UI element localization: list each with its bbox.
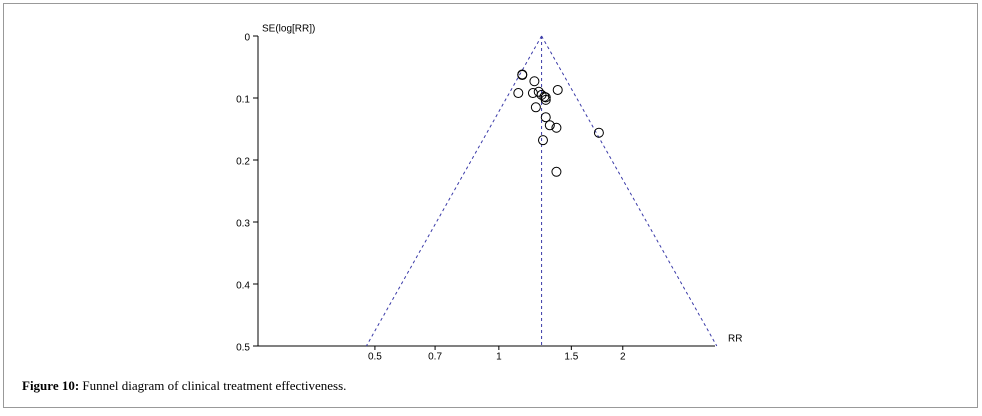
study-point [540, 92, 551, 103]
y-tick-label: 0 [244, 33, 250, 44]
x-tick-label: 1.5 [564, 352, 578, 363]
study-point [527, 88, 538, 99]
frame [3, 3, 978, 408]
study-point [551, 166, 562, 177]
study-point [530, 102, 541, 113]
y-tick-label: 0.3 [236, 219, 250, 230]
study-point [544, 120, 555, 131]
y-axis-label: SE(log[RR]) [262, 24, 315, 35]
study-point [533, 86, 544, 97]
y-tick-label: 0.1 [236, 95, 250, 106]
caption-label: Figure 10: [22, 378, 79, 393]
x-tick-label: 1 [496, 352, 502, 363]
x-tick-label: 2 [620, 352, 626, 363]
funnel-right [541, 35, 718, 347]
x-tick-label: 0.5 [368, 352, 382, 363]
study-point [540, 112, 551, 123]
study-point [552, 84, 563, 95]
y-tick-label: 0.5 [236, 343, 250, 354]
funnel-left [365, 35, 543, 347]
caption: Figure 10: Funnel diagram of clinical tr… [22, 378, 346, 393]
study-point [513, 88, 524, 99]
study-point [540, 94, 551, 105]
x-axis-label: RR [728, 334, 742, 345]
y-tick-label: 0.2 [236, 157, 250, 168]
y-tick-label: 0.4 [236, 281, 250, 292]
study-point [593, 127, 604, 138]
x-tick-label: 0.7 [428, 352, 442, 363]
study-point [529, 76, 540, 87]
study-point [517, 69, 528, 80]
caption-text: Funnel diagram of clinical treatment eff… [82, 378, 346, 393]
study-point [551, 122, 562, 133]
study-point [537, 135, 548, 146]
